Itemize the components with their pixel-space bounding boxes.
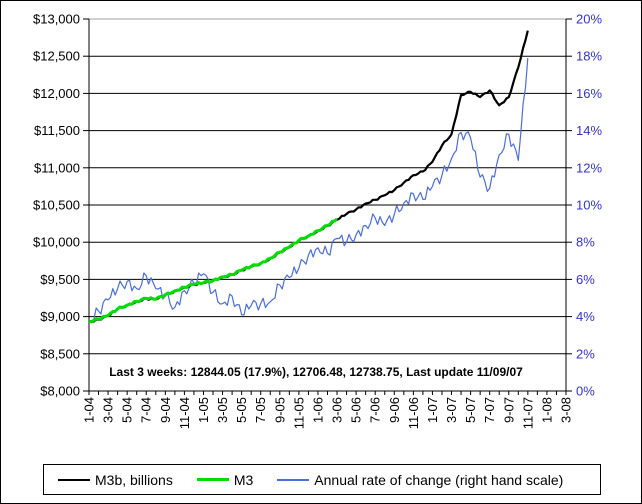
x-axis-tick-label: 11-04	[177, 397, 192, 429]
right-axis-tick-label: 12%	[576, 160, 602, 175]
x-axis-tick-label: 5-06	[349, 397, 364, 423]
left-axis-tick-label: $11,000	[34, 160, 80, 175]
legend-item-rate: Annual rate of change (right hand scale)	[277, 472, 563, 488]
x-axis-tick-label: 1-07	[425, 397, 440, 423]
right-axis-tick-label: 20%	[576, 12, 602, 27]
m3-line-swatch-icon	[196, 478, 229, 481]
rate-line-swatch-icon	[277, 478, 310, 481]
left-axis-tick-label: $11,500	[34, 123, 80, 138]
x-axis-tick-label: 9-04	[158, 397, 173, 423]
x-axis-tick-label: 1-08	[539, 397, 554, 423]
series-line-m3	[88, 217, 338, 324]
left-axis-tick-label: $12,000	[33, 86, 80, 101]
chart-annotation: Last 3 weeks: 12844.05 (17.9%), 12706.48…	[109, 365, 523, 379]
left-axis-tick-label: $8,500	[40, 346, 80, 361]
x-axis-tick-label: 3-06	[330, 397, 345, 423]
series-line-m3b	[88, 30, 529, 323]
x-axis-tick-label: 5-05	[234, 397, 249, 423]
series-line-annual-rate-of-change-right-hand-scale-	[88, 58, 529, 322]
right-axis-tick-label: 16%	[576, 86, 602, 101]
legend-label-m3b: M3b, billions	[95, 471, 173, 488]
m3b-line-swatch-icon	[58, 478, 90, 481]
x-axis-tick-label: 9-07	[501, 397, 516, 423]
left-axis-tick-label: $9,000	[40, 309, 80, 324]
x-axis-tick-label: 11-06	[406, 397, 421, 429]
x-axis-tick-label: 3-04	[101, 397, 116, 423]
right-axis-tick-label: 8%	[576, 235, 595, 250]
left-axis-tick-label: $10,000	[33, 235, 80, 250]
left-axis-tick-label: $13,000	[33, 12, 80, 27]
x-axis-tick-label: 3-08	[559, 397, 574, 423]
x-axis-tick-label: 1-04	[82, 397, 97, 423]
x-axis-tick-label: 3-05	[215, 397, 230, 423]
x-axis-tick-label: 11-07	[520, 397, 535, 429]
x-axis-tick-label: 7-05	[253, 397, 268, 423]
right-axis-tick-label: 0%	[576, 384, 595, 399]
chart-plot-area: $13,000 20% $12,500 18% $12,000 16% $11,500 14%…	[33, 12, 602, 430]
left-axis-tick-label: $9,500	[40, 272, 80, 287]
right-axis-tick-label: 10%	[576, 198, 602, 213]
x-axis-tick-label: 7-04	[139, 397, 154, 423]
legend-label-rate: Annual rate of change (right hand scale)	[314, 471, 564, 488]
x-axis-tick-label: 1-05	[196, 397, 211, 423]
x-axis-tick-label: 9-06	[387, 397, 402, 423]
right-axis-tick-label: 18%	[576, 49, 602, 64]
left-axis-tick-label: $8,000	[40, 384, 80, 399]
x-axis-tick-label: 3-07	[444, 397, 459, 423]
x-axis-tick-label: 5-04	[120, 397, 135, 423]
chart-legend: M3b, billions M3 Annual rate of change (…	[43, 464, 601, 495]
x-axis-tick-label: 9-05	[272, 397, 287, 423]
right-axis-tick-label: 14%	[576, 123, 602, 138]
left-axis-tick-label: $12,500	[33, 49, 80, 64]
left-axis-tick-label: $10,500	[33, 198, 80, 213]
legend-item-m3b: M3b, billions	[58, 472, 173, 488]
right-axis-tick-label: 6%	[576, 272, 595, 287]
legend-label-m3: M3	[233, 471, 254, 488]
x-axis-tick-label: 5-07	[463, 397, 478, 423]
legend-item-m3: M3	[196, 471, 254, 488]
right-axis-tick-label: 4%	[576, 309, 595, 324]
x-axis-tick-label: 1-06	[310, 397, 325, 423]
x-axis-tick-label: 7-07	[482, 397, 497, 423]
x-axis-tick-label: 11-05	[291, 397, 306, 429]
right-axis-tick-label: 2%	[576, 346, 595, 361]
x-axis-tick-label: 7-06	[368, 397, 383, 423]
